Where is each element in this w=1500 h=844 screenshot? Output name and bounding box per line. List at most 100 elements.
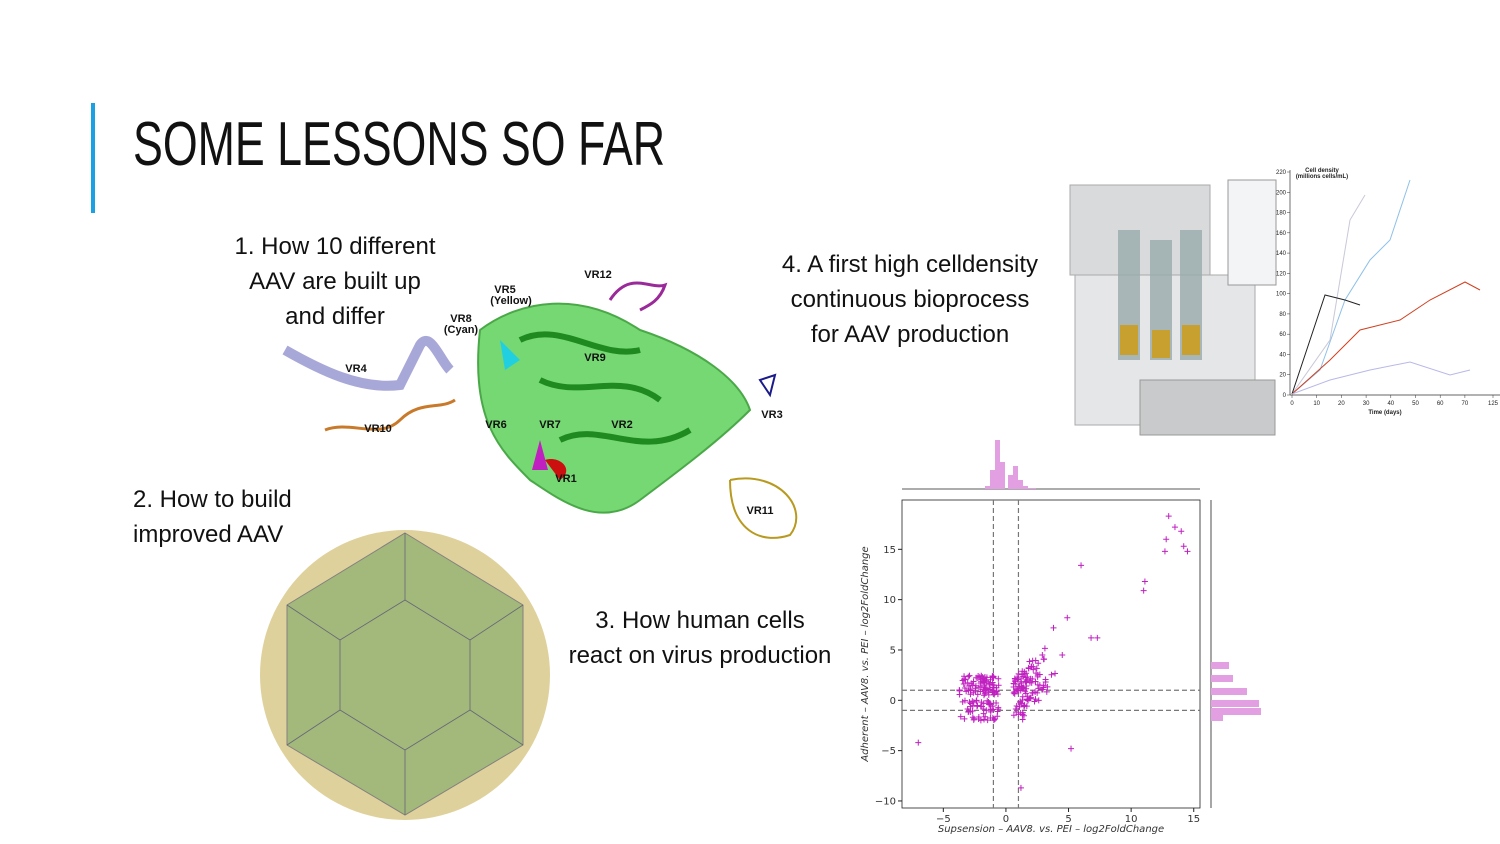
x-tick-label: 15 <box>1187 814 1200 825</box>
scatter-point <box>965 708 972 715</box>
y-tick-label: 40 <box>1279 352 1286 358</box>
scatter-point <box>969 714 976 721</box>
y-tick-label: 15 <box>883 545 896 556</box>
capsid-illustration <box>260 530 550 820</box>
protein-label: VR9 <box>584 352 605 364</box>
scatter-point <box>990 684 997 691</box>
lesson-text: 2. How to build <box>133 486 292 513</box>
y-tick-label: 0 <box>890 696 896 707</box>
lesson-text: AAV are built up <box>249 268 421 295</box>
density-curve <box>1291 294 1361 395</box>
scatter-point <box>986 700 993 707</box>
scatter-point <box>966 672 973 679</box>
scatter-point <box>1050 624 1057 631</box>
scatter-point <box>1052 670 1059 677</box>
scatter-point <box>981 682 988 689</box>
x-tick-label: 125 <box>1488 401 1499 407</box>
protein-label: VR7 <box>539 419 560 431</box>
y-axis-label: Adherent – AAV8. vs. PEI – log2FoldChang… <box>860 546 871 762</box>
scatter-point <box>1032 688 1039 695</box>
histogram-bar <box>1018 480 1023 489</box>
lesson-text: for AAV production <box>811 321 1009 348</box>
scatter-point <box>993 688 1000 695</box>
scatter-point <box>1029 657 1036 664</box>
scatter-point <box>1019 697 1026 704</box>
x-tick-label: 20 <box>1338 401 1345 407</box>
y-tick-label: 10 <box>883 595 896 606</box>
scatter-point <box>963 688 970 695</box>
scatter-point <box>1032 678 1039 685</box>
scatter-point <box>989 681 996 688</box>
scatter-point <box>915 739 922 746</box>
scatter-point <box>974 691 981 698</box>
y-tick-label: 5 <box>890 645 896 656</box>
scatter-point <box>981 716 988 723</box>
scatter-point <box>982 689 989 696</box>
scatter-point <box>1040 682 1047 689</box>
protein-label: VR5 <box>494 284 515 296</box>
scatter-point <box>1141 578 1148 585</box>
scatter-point <box>1030 666 1037 673</box>
scatter-point <box>967 686 974 693</box>
lesson-text: react on virus production <box>569 642 832 669</box>
scatter-point <box>969 702 976 709</box>
scatter-point <box>977 717 984 724</box>
histogram-bar <box>990 470 995 489</box>
scatter-point <box>1035 697 1042 704</box>
x-tick-label: 0 <box>1003 814 1009 825</box>
protein-label: (Cyan) <box>444 324 479 336</box>
protein-label: VR2 <box>611 419 632 431</box>
scatter-point <box>1078 562 1085 569</box>
scatter-point <box>1010 680 1017 687</box>
bioreactor-illustration <box>1069 179 1277 436</box>
scatter-point <box>1022 678 1029 685</box>
scatter-point <box>1035 685 1042 692</box>
x-tick-label: −5 <box>936 814 951 825</box>
scatter-point <box>980 710 987 717</box>
x-tick-label: 40 <box>1387 401 1394 407</box>
y-tick-label: 100 <box>1276 292 1287 298</box>
protein-label: VR1 <box>555 473 576 485</box>
chart-subtitle: (millions cells/mL) <box>1296 174 1348 180</box>
protein-label: (Yellow) <box>490 295 532 307</box>
scatter-point <box>973 697 980 704</box>
lesson-text: improved AAV <box>133 521 283 548</box>
y-tick-label: 160 <box>1276 231 1287 237</box>
density-curve <box>1291 281 1481 395</box>
scatter-point <box>1020 712 1027 719</box>
histogram-bar <box>1211 675 1233 682</box>
y-tick-label: −10 <box>875 796 896 807</box>
scatter-point <box>961 684 968 691</box>
scatter-point <box>1039 651 1046 658</box>
scatter-point <box>1165 513 1172 520</box>
plot-frame <box>901 499 1201 809</box>
protein-label: VR11 <box>747 505 774 517</box>
protein-label: VR3 <box>761 409 782 421</box>
histogram-bar <box>1023 486 1028 489</box>
scatter-point <box>1025 664 1032 671</box>
x-tick-label: 10 <box>1313 401 1320 407</box>
histogram-bar <box>1211 708 1261 715</box>
scatter-point <box>973 674 980 681</box>
scatter-point <box>995 682 1002 689</box>
scatter-point <box>970 689 977 696</box>
accent-bar <box>91 103 95 213</box>
histogram-bar <box>1028 488 1036 489</box>
y-tick-label: −5 <box>881 746 896 757</box>
scatter-point <box>1032 696 1039 703</box>
scatter-point <box>1022 688 1029 695</box>
scatter-point <box>1059 652 1066 659</box>
scatter-point <box>1044 683 1051 690</box>
y-tick-label: 200 <box>1276 190 1287 196</box>
scatter-point <box>1013 685 1020 692</box>
scatter-point <box>966 699 973 706</box>
lesson-text: continuous bioprocess <box>791 286 1030 313</box>
scatter-point <box>1013 702 1020 709</box>
protein-label: VR12 <box>584 269 612 281</box>
chart-title: Cell density <box>1305 168 1339 174</box>
scatter-point <box>1041 645 1048 652</box>
histogram-bar <box>1211 700 1259 707</box>
scatter-point <box>1019 684 1026 691</box>
y-tick-label: 180 <box>1276 211 1287 217</box>
scatter-point <box>979 674 986 681</box>
